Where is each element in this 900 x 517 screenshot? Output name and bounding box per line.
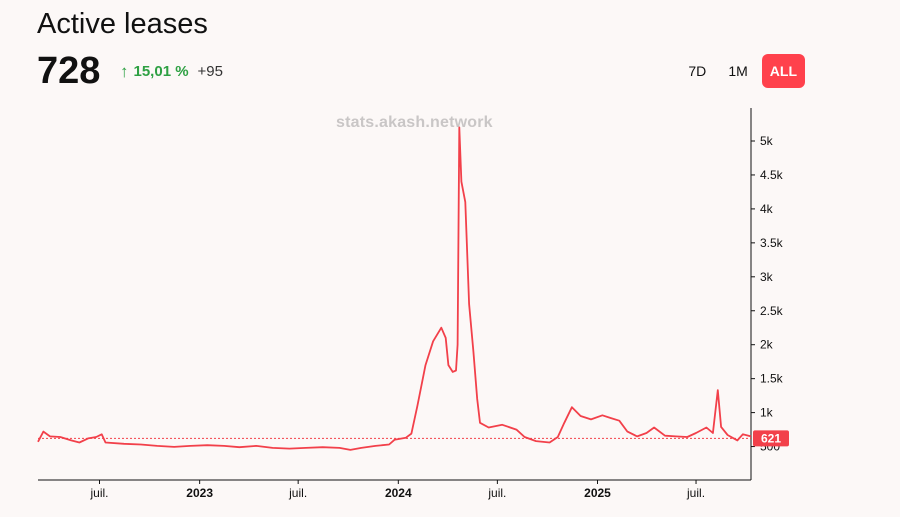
arrow-up-icon: ↑	[120, 62, 129, 81]
current-value: 728	[37, 50, 101, 92]
change-delta: +95	[197, 63, 223, 80]
y-tick-label: 4.5k	[760, 168, 784, 182]
range-button-7d[interactable]: 7D	[688, 63, 707, 79]
x-tick-label: 2025	[584, 486, 611, 500]
x-tick-label: 2023	[186, 486, 213, 500]
y-tick-label: 3k	[760, 270, 774, 284]
y-tick-label: 5k	[760, 134, 774, 148]
x-tick-label: 2024	[385, 486, 412, 500]
y-tick-label: 2k	[760, 338, 774, 352]
y-tick-label: 1.5k	[760, 372, 784, 386]
x-tick-label: juil.	[487, 486, 506, 500]
watermark: stats.akash.network	[336, 114, 493, 131]
x-tick-label: juil.	[288, 486, 307, 500]
change-indicator: ↑ 15,01 % +95	[120, 63, 223, 80]
x-tick-label: juil.	[686, 486, 705, 500]
x-tick-label: juil.	[89, 486, 108, 500]
change-percent: 15,01 %	[133, 63, 189, 80]
series-line	[37, 126, 752, 451]
range-button-1m[interactable]: 1M	[728, 63, 748, 79]
y-tick-label: 2.5k	[760, 304, 784, 318]
range-button-all[interactable]: ALL	[761, 54, 805, 88]
y-tick-label: 1k	[760, 406, 774, 420]
y-tick-label: 4k	[760, 202, 774, 216]
page-title: Active leases	[37, 8, 208, 40]
reference-label: 621	[761, 431, 781, 445]
range-selector: 7D 1M ALL	[680, 54, 805, 88]
reference-label-badge	[753, 430, 789, 447]
y-tick-label: 3.5k	[760, 236, 784, 250]
